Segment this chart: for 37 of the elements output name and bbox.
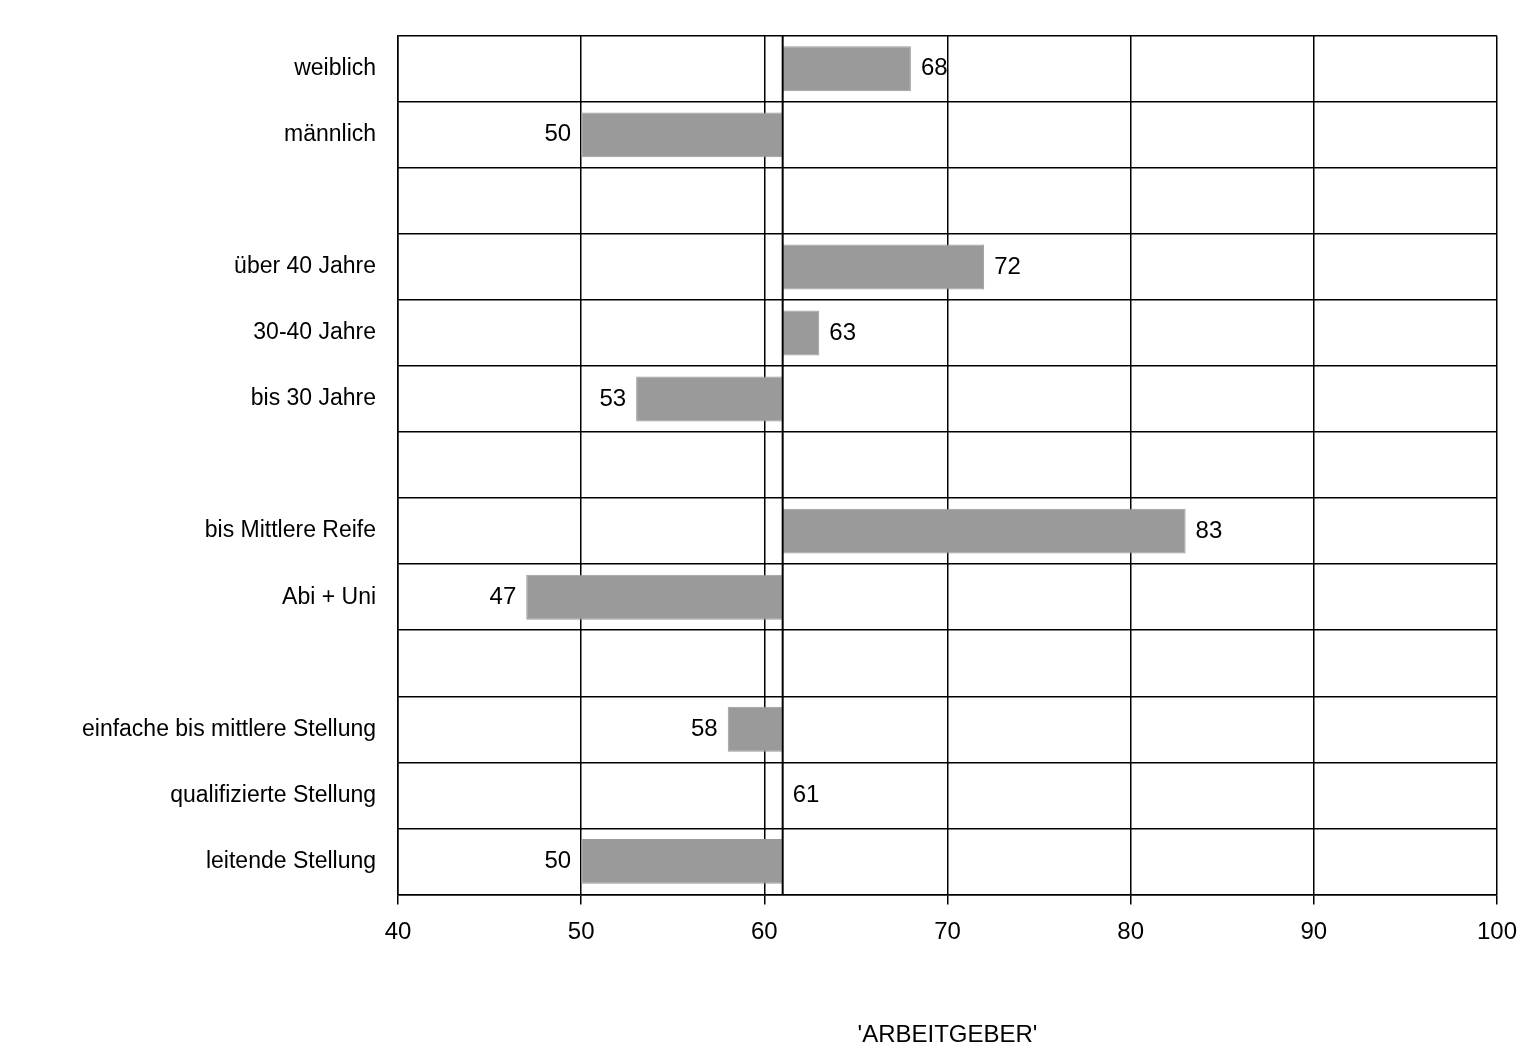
x-tick-label: 90 [1300, 917, 1328, 945]
x-tick-label: 50 [567, 917, 595, 945]
data-label: 68 [920, 53, 948, 81]
data-label: 53 [599, 383, 627, 411]
y-tick-label: männlich [284, 120, 377, 147]
bar [727, 706, 783, 752]
bar [782, 310, 820, 356]
annotation: 61 [792, 779, 820, 807]
data-label: 63 [829, 317, 857, 345]
bar [581, 838, 783, 884]
x-axis-title: 'ARBEITGEBER' [857, 1020, 1038, 1048]
bar [581, 112, 783, 158]
y-tick-label: weiblich [293, 54, 377, 81]
x-tick-label: 60 [751, 917, 778, 945]
bar [782, 508, 1186, 554]
data-label: 83 [1195, 515, 1223, 543]
y-tick-label: bis 30 Jahre [250, 384, 377, 411]
bar [636, 376, 783, 422]
data-label: 72 [994, 251, 1021, 279]
y-tick-label: 30-40 Jahre [253, 318, 377, 345]
y-tick-label: Abi + Uni [282, 582, 377, 609]
bar [782, 244, 985, 290]
data-label: 47 [489, 581, 517, 609]
y-tick-label: qualifizierte Stellung [170, 780, 377, 807]
x-tick-label: 70 [934, 917, 961, 945]
y-tick-label: leitende Stellung [205, 846, 377, 873]
bar [782, 46, 911, 92]
data-label: 58 [691, 713, 718, 741]
x-tick-label: 100 [1476, 917, 1517, 945]
x-tick-label: 40 [384, 917, 412, 945]
data-label: 50 [544, 846, 572, 873]
y-tick-label: über 40 Jahre [234, 252, 377, 279]
data-label: 50 [544, 119, 572, 147]
x-tick-label: 80 [1117, 917, 1145, 945]
y-tick-label: einfache bis mittlere Stellung [81, 714, 377, 741]
y-tick-label: bis Mittlere Reife [204, 516, 377, 543]
bar [526, 574, 783, 620]
